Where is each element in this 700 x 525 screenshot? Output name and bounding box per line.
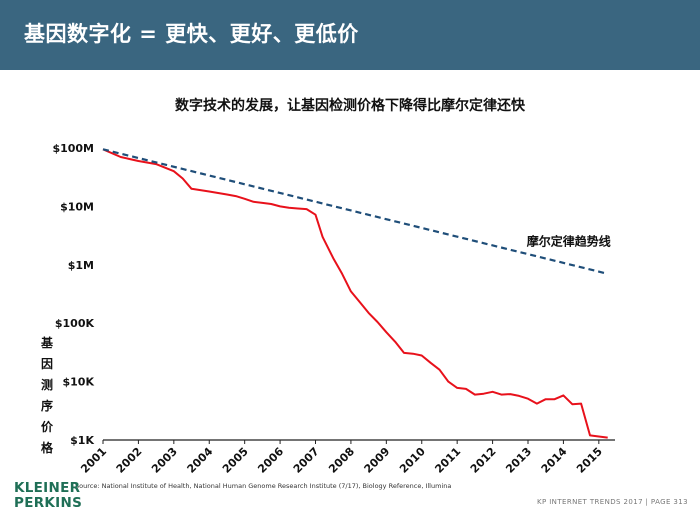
- y-tick-label: $1M: [68, 259, 94, 272]
- y-axis-label-char: 格: [40, 441, 53, 455]
- trend-line-annotation: 摩尔定律趋势线: [527, 234, 611, 249]
- sequencing-cost-line: [102, 148, 608, 439]
- x-tick-label: 2008: [326, 445, 357, 476]
- x-tick-label: 2009: [362, 445, 393, 476]
- y-axis-label-char: 因: [40, 357, 53, 371]
- x-tick-label: 2003: [149, 445, 180, 476]
- y-axis-label-char: 价: [40, 420, 53, 434]
- chart-annotations: 摩尔定律趋势线: [527, 234, 611, 249]
- kleiner-perkins-logo: KLEINER PERKINS: [14, 481, 82, 511]
- y-tick-label: $10K: [63, 376, 95, 389]
- header: 基因数字化 = 更快、更好、更低价: [0, 0, 700, 76]
- logo-line-2: PERKINS: [14, 495, 83, 511]
- y-axis-label-char: 测: [40, 378, 53, 392]
- x-tick-label: 2002: [114, 445, 145, 476]
- x-tick-label: 2010: [397, 445, 428, 476]
- x-tick-label: 2005: [220, 445, 251, 476]
- x-tick-label: 2001: [78, 445, 109, 476]
- footer-page-info: KP INTERNET TRENDS 2017 | PAGE 313: [536, 498, 688, 506]
- x-tick-label: 2014: [539, 445, 570, 476]
- x-tick-label: 2011: [432, 445, 463, 476]
- x-tick-label: 2015: [574, 445, 605, 476]
- y-tick-label: $10M: [60, 200, 94, 213]
- y-axis-label-char: 基: [40, 336, 53, 350]
- logo-line-1: KLEINER: [14, 480, 81, 496]
- x-tick-label: 2006: [255, 445, 286, 476]
- chart-series: [102, 148, 608, 439]
- x-tick-label: 2013: [503, 445, 534, 476]
- header-bar: [0, 0, 700, 70]
- slide-title: 基因数字化 = 更快、更好、更低价: [24, 22, 359, 46]
- y-axis-label: 基因测序价格: [40, 333, 54, 459]
- source-note: Source: National Institute of Health, Na…: [75, 482, 452, 490]
- moores-law-trend-line: [102, 148, 608, 275]
- x-tick-label: 2004: [185, 445, 216, 476]
- x-tick-label: 2007: [291, 445, 322, 476]
- y-axis-label-char: 序: [40, 399, 53, 413]
- x-tick-label: 2012: [468, 445, 499, 476]
- chart-title: 数字技术的发展，让基因检测价格下降得比摩尔定律还快: [175, 98, 525, 114]
- y-tick-label: $100K: [55, 317, 95, 330]
- y-tick-label: $1K: [70, 434, 94, 447]
- y-tick-label: $100M: [52, 142, 94, 155]
